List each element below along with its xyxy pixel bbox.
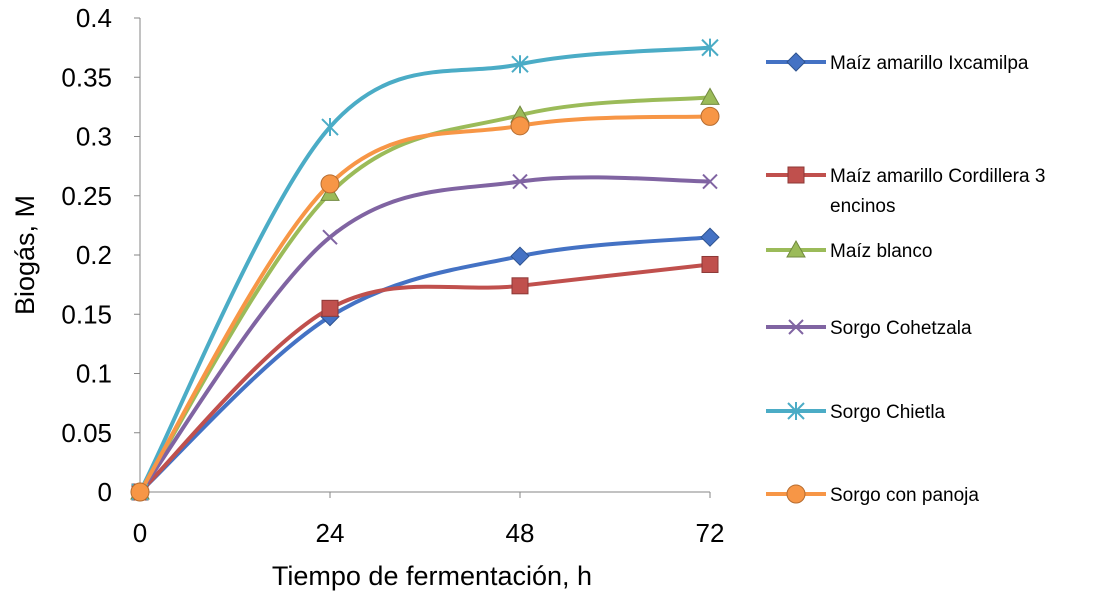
y-axis-title: Biogás, M <box>10 195 40 315</box>
legend-entry: Sorgo Cohetzala <box>766 318 972 339</box>
x-tick-label: 24 <box>316 518 345 548</box>
data-point <box>702 173 718 190</box>
series-6 <box>130 106 720 502</box>
legend-label: Sorgo Chietla <box>830 402 946 423</box>
y-tick-label: 0.3 <box>76 122 112 152</box>
legend-marker <box>788 319 804 335</box>
legend-entry: Maíz amarillo Cordillera 3 encinos <box>766 166 1045 217</box>
y-tick-label: 0.35 <box>61 62 112 92</box>
legend-entry: Sorgo Chietla <box>766 402 946 423</box>
series-line <box>138 114 711 494</box>
x-axis: 0 24 48 72 <box>133 491 725 548</box>
series-line <box>138 95 711 494</box>
series-5 <box>131 38 719 501</box>
legend-label: Sorgo con panoja <box>830 485 979 506</box>
legend-label: Maíz blanco <box>830 241 932 262</box>
legend-marker <box>787 402 805 420</box>
y-axis: 0 0.05 0.1 0.15 0.2 0.25 0.3 0.35 0.4 <box>61 3 141 507</box>
legend-marker <box>786 52 806 72</box>
series-2 <box>131 255 719 501</box>
data-point <box>701 255 719 273</box>
series-line <box>138 235 711 494</box>
x-tick-label: 0 <box>133 518 147 548</box>
series-1 <box>130 227 720 502</box>
data-point <box>510 116 530 136</box>
data-point <box>321 299 339 317</box>
data-point <box>701 38 719 57</box>
y-tick-label: 0 <box>98 477 112 507</box>
data-point <box>322 229 338 245</box>
legend: Maíz amarillo Ixcamilpa Maíz amarillo Cor… <box>766 52 1045 506</box>
data-point <box>700 106 720 126</box>
data-point <box>321 118 339 137</box>
x-tick-label: 72 <box>696 518 725 548</box>
legend-marker <box>787 166 805 184</box>
legend-entry: Maíz amarillo Ixcamilpa <box>766 52 1029 74</box>
data-point <box>511 55 529 74</box>
data-point <box>511 277 529 295</box>
series-group <box>130 38 720 502</box>
data-point <box>512 173 528 190</box>
series-line <box>138 175 711 494</box>
y-tick-label: 0.25 <box>61 181 112 211</box>
x-axis-title: Tiempo de fermentación, h <box>272 561 592 591</box>
x-tick-label: 48 <box>506 518 535 548</box>
legend-label: Sorgo Cohetzala <box>830 318 972 339</box>
data-point <box>510 246 530 266</box>
series-line <box>138 45 711 493</box>
y-tick-label: 0.15 <box>61 299 112 329</box>
data-point <box>320 174 340 194</box>
data-point <box>130 482 150 502</box>
data-point <box>700 227 720 247</box>
y-tick-label: 0.2 <box>76 240 112 270</box>
legend-entry: Sorgo con panoja <box>766 484 979 506</box>
y-tick-label: 0.1 <box>76 359 112 389</box>
legend-marker <box>786 484 806 504</box>
legend-label: Maíz amarillo Ixcamilpa <box>830 53 1029 74</box>
legend-marker <box>786 239 806 258</box>
y-tick-label: 0.05 <box>61 418 112 448</box>
legend-entry: Maíz blanco <box>766 239 932 262</box>
legend-label: Maíz amarillo Cordillera 3 encinos <box>830 166 1045 217</box>
series-4 <box>132 173 718 500</box>
data-point <box>700 87 720 105</box>
y-tick-label: 0.4 <box>76 3 112 33</box>
series-3 <box>130 87 720 500</box>
series-line <box>138 262 711 494</box>
